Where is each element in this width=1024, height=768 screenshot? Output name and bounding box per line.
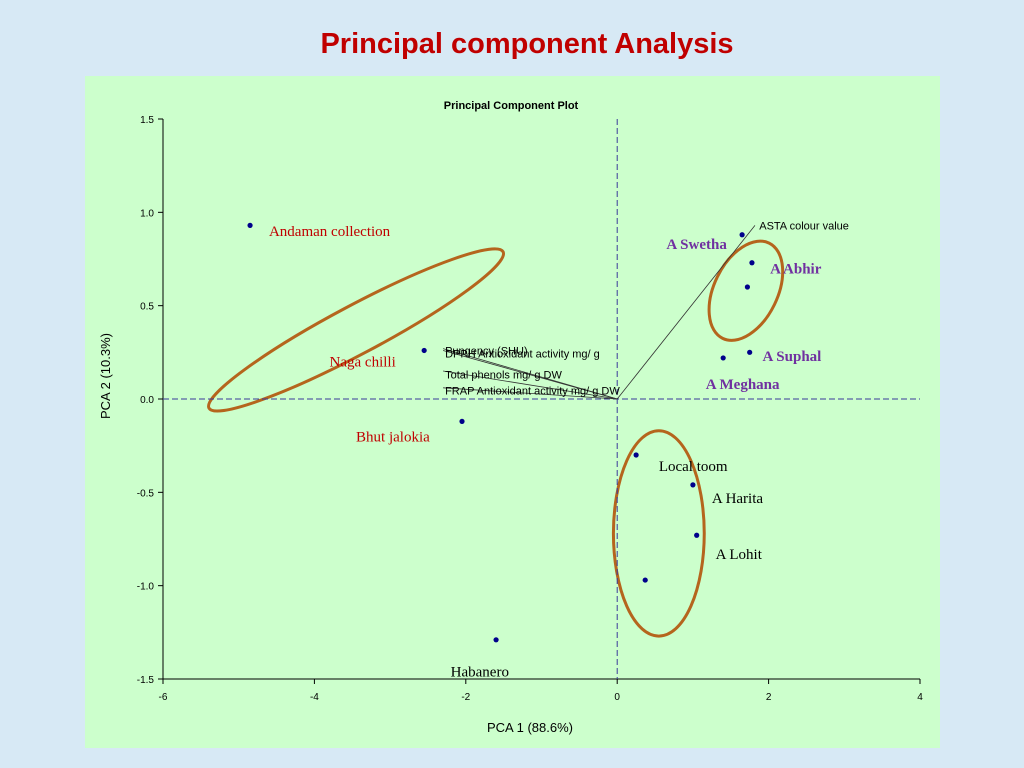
data-point [749,260,755,266]
point-label: Naga chilli [330,355,396,371]
data-point [247,222,253,228]
data-point [642,577,648,583]
point-label: Bhut jalokia [356,429,430,445]
y-tick-label: 0.5 [140,302,154,313]
y-tick-label: 0.0 [140,395,154,406]
loading-vector [443,387,618,400]
data-point [747,349,753,355]
y-tick-label: -1.0 [137,582,155,593]
point-label: Habanero [451,665,509,681]
data-point [633,452,639,458]
point-label: Local toom [659,459,728,475]
group-ellipse [707,239,785,342]
data-point [493,637,499,643]
x-tick-label: -4 [310,692,319,703]
x-tick-label: 4 [917,692,923,703]
data-point [690,482,696,488]
chart-title: Principal Component Plot [444,100,579,112]
group-ellipse [207,247,506,413]
data-point [421,347,427,354]
y-tick-label: 1.0 [140,208,154,219]
data-point [694,532,700,538]
loading-vector [442,350,618,400]
vector-label: ASTA colour value [759,220,849,232]
plot-panel: Principal Component Plot PCA 1 (88.6%) P… [85,76,940,748]
point-label: A Lohit [716,547,763,563]
vector-layer: ASTA colour value Pungency (SHU)DPPH Anti… [442,220,849,400]
point-label: A Abhir [770,261,822,277]
vector-label: Total phenols mg/ g DW [445,370,562,382]
x-tick-label: -6 [159,692,168,703]
point-layer [247,222,755,643]
point-label: A Suphal [763,349,822,365]
vector-label: FRAP Antioxidant activity mg/ g DW [445,386,620,398]
loading-vector [616,225,756,400]
group-ellipse [611,429,706,638]
y-tick-label: -1.5 [137,675,155,686]
point-label: A Swetha [666,237,727,253]
data-point [744,284,751,290]
data-point [459,418,465,424]
data-point [739,232,745,238]
label-layer: Andaman collection Naga chilli Bhut jaloki… [269,224,822,681]
point-label: A Meghana [706,377,780,393]
x-tick-label: 2 [766,692,772,703]
point-label: Andaman collection [269,224,391,240]
y-tick-label: 1.5 [140,115,154,126]
loading-vector [443,370,618,400]
slide-title: Principal component Analysis [320,28,734,60]
point-label: A Harita [712,491,764,507]
x-axis-title: PCA 1 (88.6%) [487,720,573,735]
axes-layer: -1.5 -1.0 -0.5 0.0 0.5 1.0 1.5 -6 -4 -2 0 2 4 [137,115,923,703]
x-tick-label: -2 [461,692,470,703]
y-tick-label: -0.5 [137,488,155,499]
pca-scatter-chart: Principal Component Plot PCA 1 (88.6%) P… [98,100,923,735]
vector-label: Pungency (SHU) [445,345,528,357]
vector-label: DPPH Antioxidant activity mg/ g [445,348,600,360]
ellipse-layer [207,239,785,638]
x-tick-label: 0 [614,692,620,703]
y-axis-title: PCA 2 (10.3%) [98,333,113,419]
data-point [720,355,726,361]
